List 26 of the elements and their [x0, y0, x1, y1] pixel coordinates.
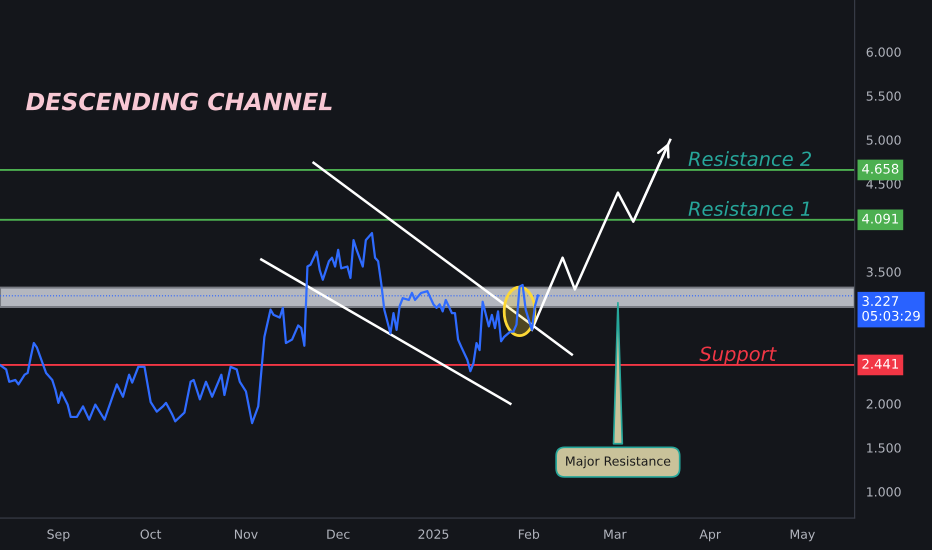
- y-tick-label: 6.000: [866, 47, 901, 57]
- annotation: Support: [700, 346, 777, 365]
- x-tick-label: 2025: [418, 529, 448, 539]
- y-tick-label: 5.000: [866, 135, 901, 145]
- x-tick-label: Dec: [327, 530, 350, 539]
- y-tick-label: 1.000: [867, 487, 901, 497]
- ref-line-label: 4.658: [862, 164, 898, 174]
- x-tick-label: Apr: [699, 530, 721, 542]
- text: 05:03:29: [862, 310, 920, 321]
- annotation: Resistance 1: [688, 201, 810, 216]
- text: DESCENDING CHANNEL: [26, 92, 332, 110]
- ref-line-label: 4.091: [862, 214, 898, 224]
- ref-line-label: 2.441: [862, 358, 898, 369]
- annotation: Major Resistance: [566, 456, 670, 468]
- y-tick-label: 3.500: [866, 267, 901, 277]
- ref-line-label: 3.227: [862, 296, 898, 306]
- x-tick-label: Mar: [604, 530, 627, 539]
- x-tick-label: Feb: [518, 529, 540, 539]
- x-tick-label: Oct: [140, 529, 162, 539]
- x-tick-label: May: [790, 530, 815, 542]
- y-tick-label: 1.500: [867, 443, 901, 453]
- x-tick-label: Sep: [47, 529, 70, 542]
- y-tick-label: 2.000: [866, 399, 901, 409]
- x-tick-label: Nov: [234, 530, 258, 539]
- y-tick-label: 5.500: [866, 91, 901, 101]
- annotation: Resistance 2: [688, 151, 812, 166]
